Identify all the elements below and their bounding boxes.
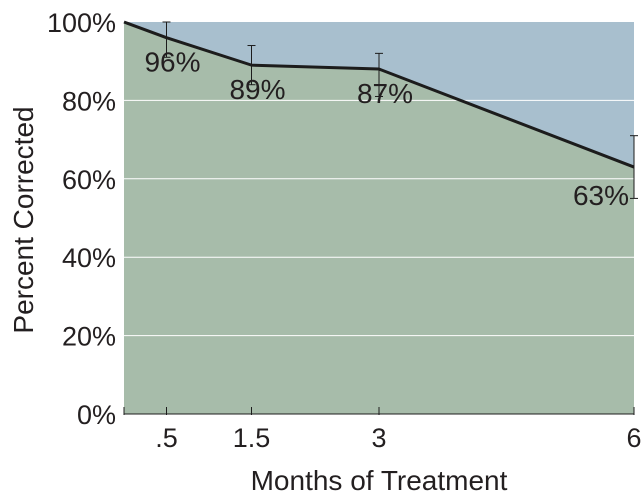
y-tick-label: 20% xyxy=(62,322,116,352)
y-tick-label: 40% xyxy=(62,243,116,273)
x-tick-label: 1.5 xyxy=(233,423,271,453)
y-tick-label: 80% xyxy=(62,86,116,116)
x-axis-title: Months of Treatment xyxy=(251,465,508,496)
data-label: 89% xyxy=(229,74,285,105)
y-tick-label: 60% xyxy=(62,165,116,195)
plot-area: 0% 20% 40% 60% 80% 100% .5 1.5 3 6 96% 89% 87% 63% xyxy=(47,8,642,453)
area-below xyxy=(124,22,634,414)
data-label: 96% xyxy=(144,47,200,78)
y-tick-label: 0% xyxy=(77,400,116,430)
y-tick-label: 100% xyxy=(47,8,116,38)
y-axis-title: Percent Corrected xyxy=(8,106,39,333)
data-label: 63% xyxy=(573,180,629,211)
data-label: 87% xyxy=(357,78,413,109)
x-tick-label: 3 xyxy=(371,423,386,453)
x-tick-label: .5 xyxy=(155,423,178,453)
x-tick-label: 6 xyxy=(626,423,641,453)
